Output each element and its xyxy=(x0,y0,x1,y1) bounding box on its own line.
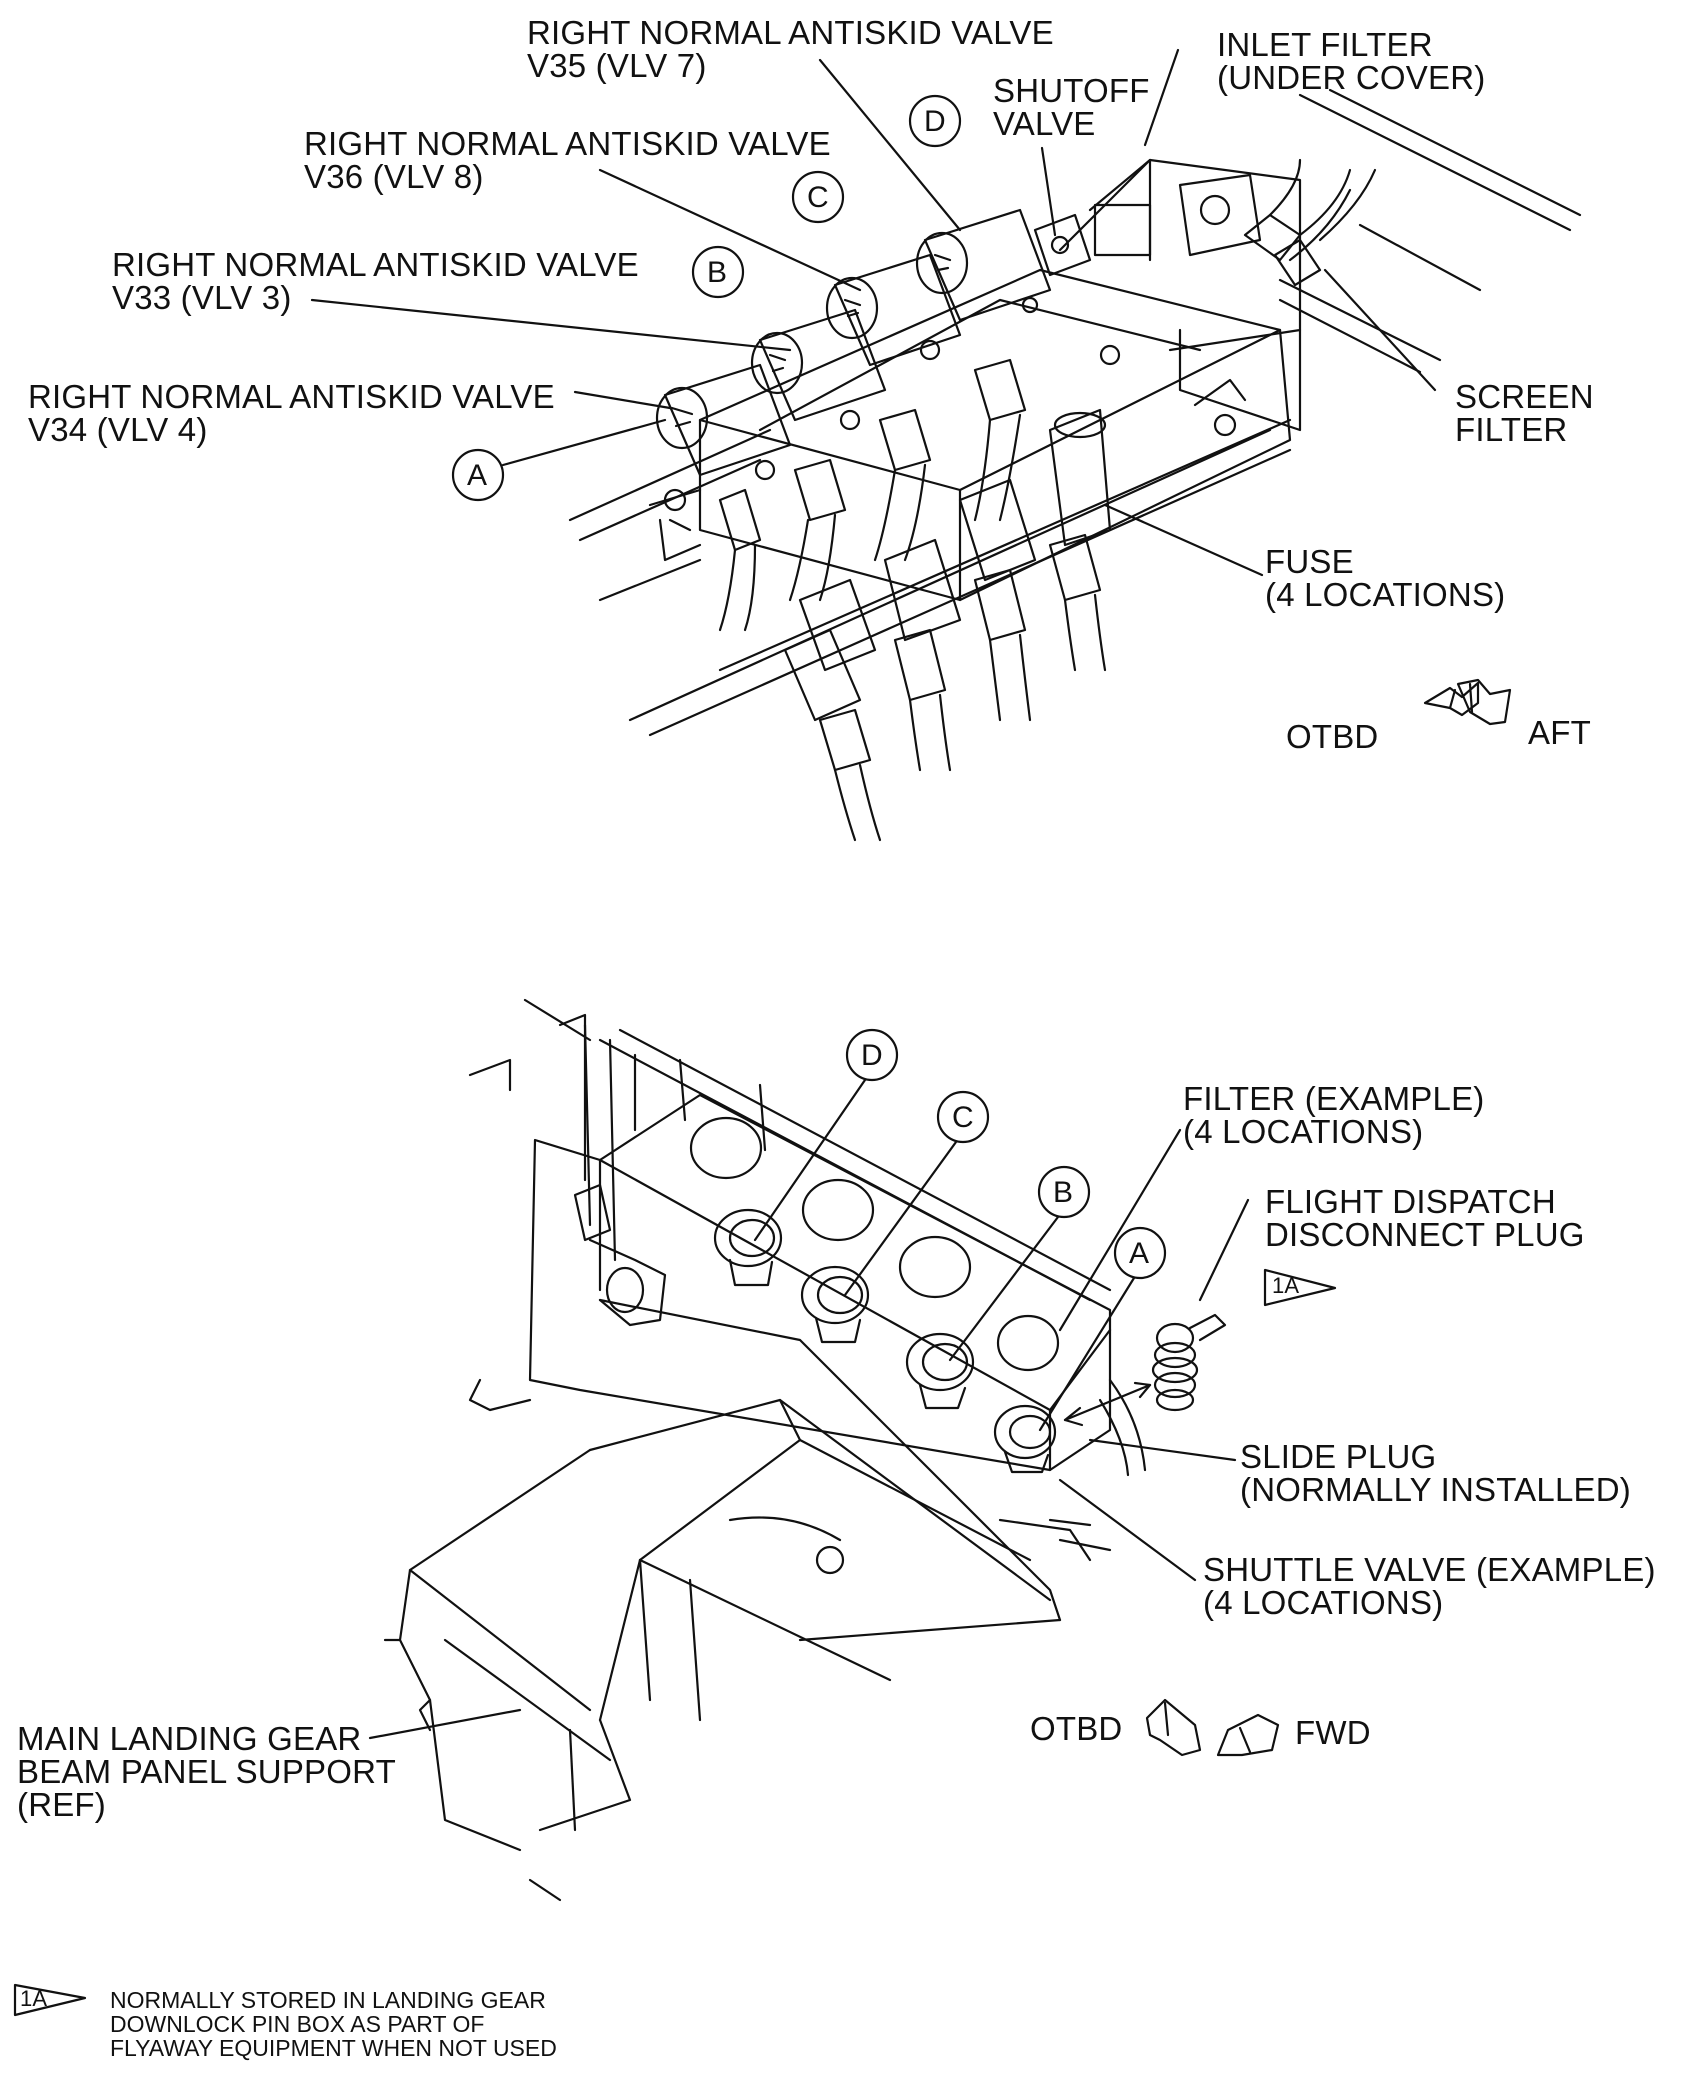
label-line: FUSE xyxy=(1265,543,1354,580)
callout-a-top: A xyxy=(467,459,488,492)
callout-c-top: C xyxy=(807,181,829,214)
label-line: BEAM PANEL SUPPORT xyxy=(17,1753,396,1790)
label-line: RIGHT NORMAL ANTISKID VALVE xyxy=(527,14,1054,51)
label-line: (4 LOCATIONS) xyxy=(1203,1584,1444,1621)
label-line: DISCONNECT PLUG xyxy=(1265,1216,1585,1253)
label-line: SHUTTLE VALVE (EXAMPLE) xyxy=(1203,1551,1656,1588)
label-flight-dispatch-plug: FLIGHT DISPATCH DISCONNECT PLUG xyxy=(1265,1185,1585,1251)
label-line: RIGHT NORMAL ANTISKID VALVE xyxy=(304,125,831,162)
label-beam-panel-support: MAIN LANDING GEAR BEAM PANEL SUPPORT (RE… xyxy=(17,1722,396,1821)
footnote-line: FLYAWAY EQUIPMENT WHEN NOT USED xyxy=(110,2035,557,2061)
flag-label-1a-footnote: 1A xyxy=(20,1986,48,2011)
footnote-line: NORMALLY STORED IN LANDING GEAR xyxy=(110,1987,546,2013)
label-line: FILTER xyxy=(1455,411,1568,448)
label-screen-filter: SCREEN FILTER xyxy=(1455,380,1594,446)
label-fuse: FUSE (4 LOCATIONS) xyxy=(1265,545,1505,611)
label-line: V34 (VLV 4) xyxy=(28,411,208,448)
callout-d-top: D xyxy=(924,105,946,138)
label-line: FILTER (EXAMPLE) xyxy=(1183,1080,1485,1117)
label-line: SLIDE PLUG xyxy=(1240,1438,1437,1475)
callout-b-bottom: B xyxy=(1053,1176,1074,1209)
label-filter-example: FILTER (EXAMPLE) (4 LOCATIONS) xyxy=(1183,1082,1484,1148)
direction-fwd: FWD xyxy=(1295,1714,1371,1751)
dispatch-plug xyxy=(1151,1313,1227,1412)
label-valve-v36: RIGHT NORMAL ANTISKID VALVE V36 (VLV 8) xyxy=(304,127,831,193)
label-line: INLET FILTER xyxy=(1217,26,1433,63)
label-valve-v33: RIGHT NORMAL ANTISKID VALVE V33 (VLV 3) xyxy=(112,248,639,314)
label-line: V36 (VLV 8) xyxy=(304,158,484,195)
label-line: SCREEN xyxy=(1455,378,1594,415)
footnote-line: DOWNLOCK PIN BOX AS PART OF xyxy=(110,2011,485,2037)
footnote-text: NORMALLY STORED IN LANDING GEAR DOWNLOCK… xyxy=(110,1988,557,2060)
label-valve-v35: RIGHT NORMAL ANTISKID VALVE V35 (VLV 7) xyxy=(527,16,1054,82)
label-shutoff-valve: SHUTOFF VALVE xyxy=(993,74,1150,140)
top-leader-lines xyxy=(310,48,1437,577)
bottom-valve-block xyxy=(383,998,1227,1902)
flag-label-1a-bottom: 1A xyxy=(1272,1273,1300,1298)
flag-1a-footnote xyxy=(13,1983,87,2017)
callout-c-bottom: C xyxy=(952,1101,974,1134)
label-line: (NORMALLY INSTALLED) xyxy=(1240,1471,1631,1508)
label-line: (REF) xyxy=(17,1786,106,1823)
label-line: FLIGHT DISPATCH xyxy=(1265,1183,1556,1220)
callout-a-bottom: A xyxy=(1129,1237,1150,1270)
label-line: (UNDER COVER) xyxy=(1217,59,1486,96)
top-valve-module xyxy=(568,88,1582,842)
label-line: RIGHT NORMAL ANTISKID VALVE xyxy=(112,246,639,283)
label-slide-plug: SLIDE PLUG (NORMALLY INSTALLED) xyxy=(1240,1440,1631,1506)
label-line: (4 LOCATIONS) xyxy=(1265,576,1506,613)
top-direction-arrows xyxy=(1423,678,1512,726)
label-line: SHUTOFF xyxy=(993,72,1150,109)
label-line: VALVE xyxy=(993,105,1096,142)
label-shuttle-valve: SHUTTLE VALVE (EXAMPLE) (4 LOCATIONS) xyxy=(1203,1553,1656,1619)
label-line: V33 (VLV 3) xyxy=(112,279,292,316)
bottom-callout-bubbles xyxy=(845,1028,1167,1280)
label-valve-v34: RIGHT NORMAL ANTISKID VALVE V34 (VLV 4) xyxy=(28,380,555,446)
flag-1a-bottom xyxy=(1263,1268,1337,1307)
label-line: RIGHT NORMAL ANTISKID VALVE xyxy=(28,378,555,415)
label-inlet-filter: INLET FILTER (UNDER COVER) xyxy=(1217,28,1485,94)
direction-otbd-top: OTBD xyxy=(1286,718,1379,755)
callout-b-top: B xyxy=(707,256,728,289)
direction-otbd-bottom: OTBD xyxy=(1030,1710,1123,1747)
bottom-direction-arrows xyxy=(1145,1698,1280,1757)
bottom-leader-lines xyxy=(368,1078,1250,1740)
top-callout-bubbles xyxy=(451,94,962,502)
label-line: V35 (VLV 7) xyxy=(527,47,707,84)
label-line: MAIN LANDING GEAR xyxy=(17,1720,362,1757)
callout-d-bottom: D xyxy=(861,1039,883,1072)
direction-aft: AFT xyxy=(1528,714,1591,751)
label-line: (4 LOCATIONS) xyxy=(1183,1113,1424,1150)
